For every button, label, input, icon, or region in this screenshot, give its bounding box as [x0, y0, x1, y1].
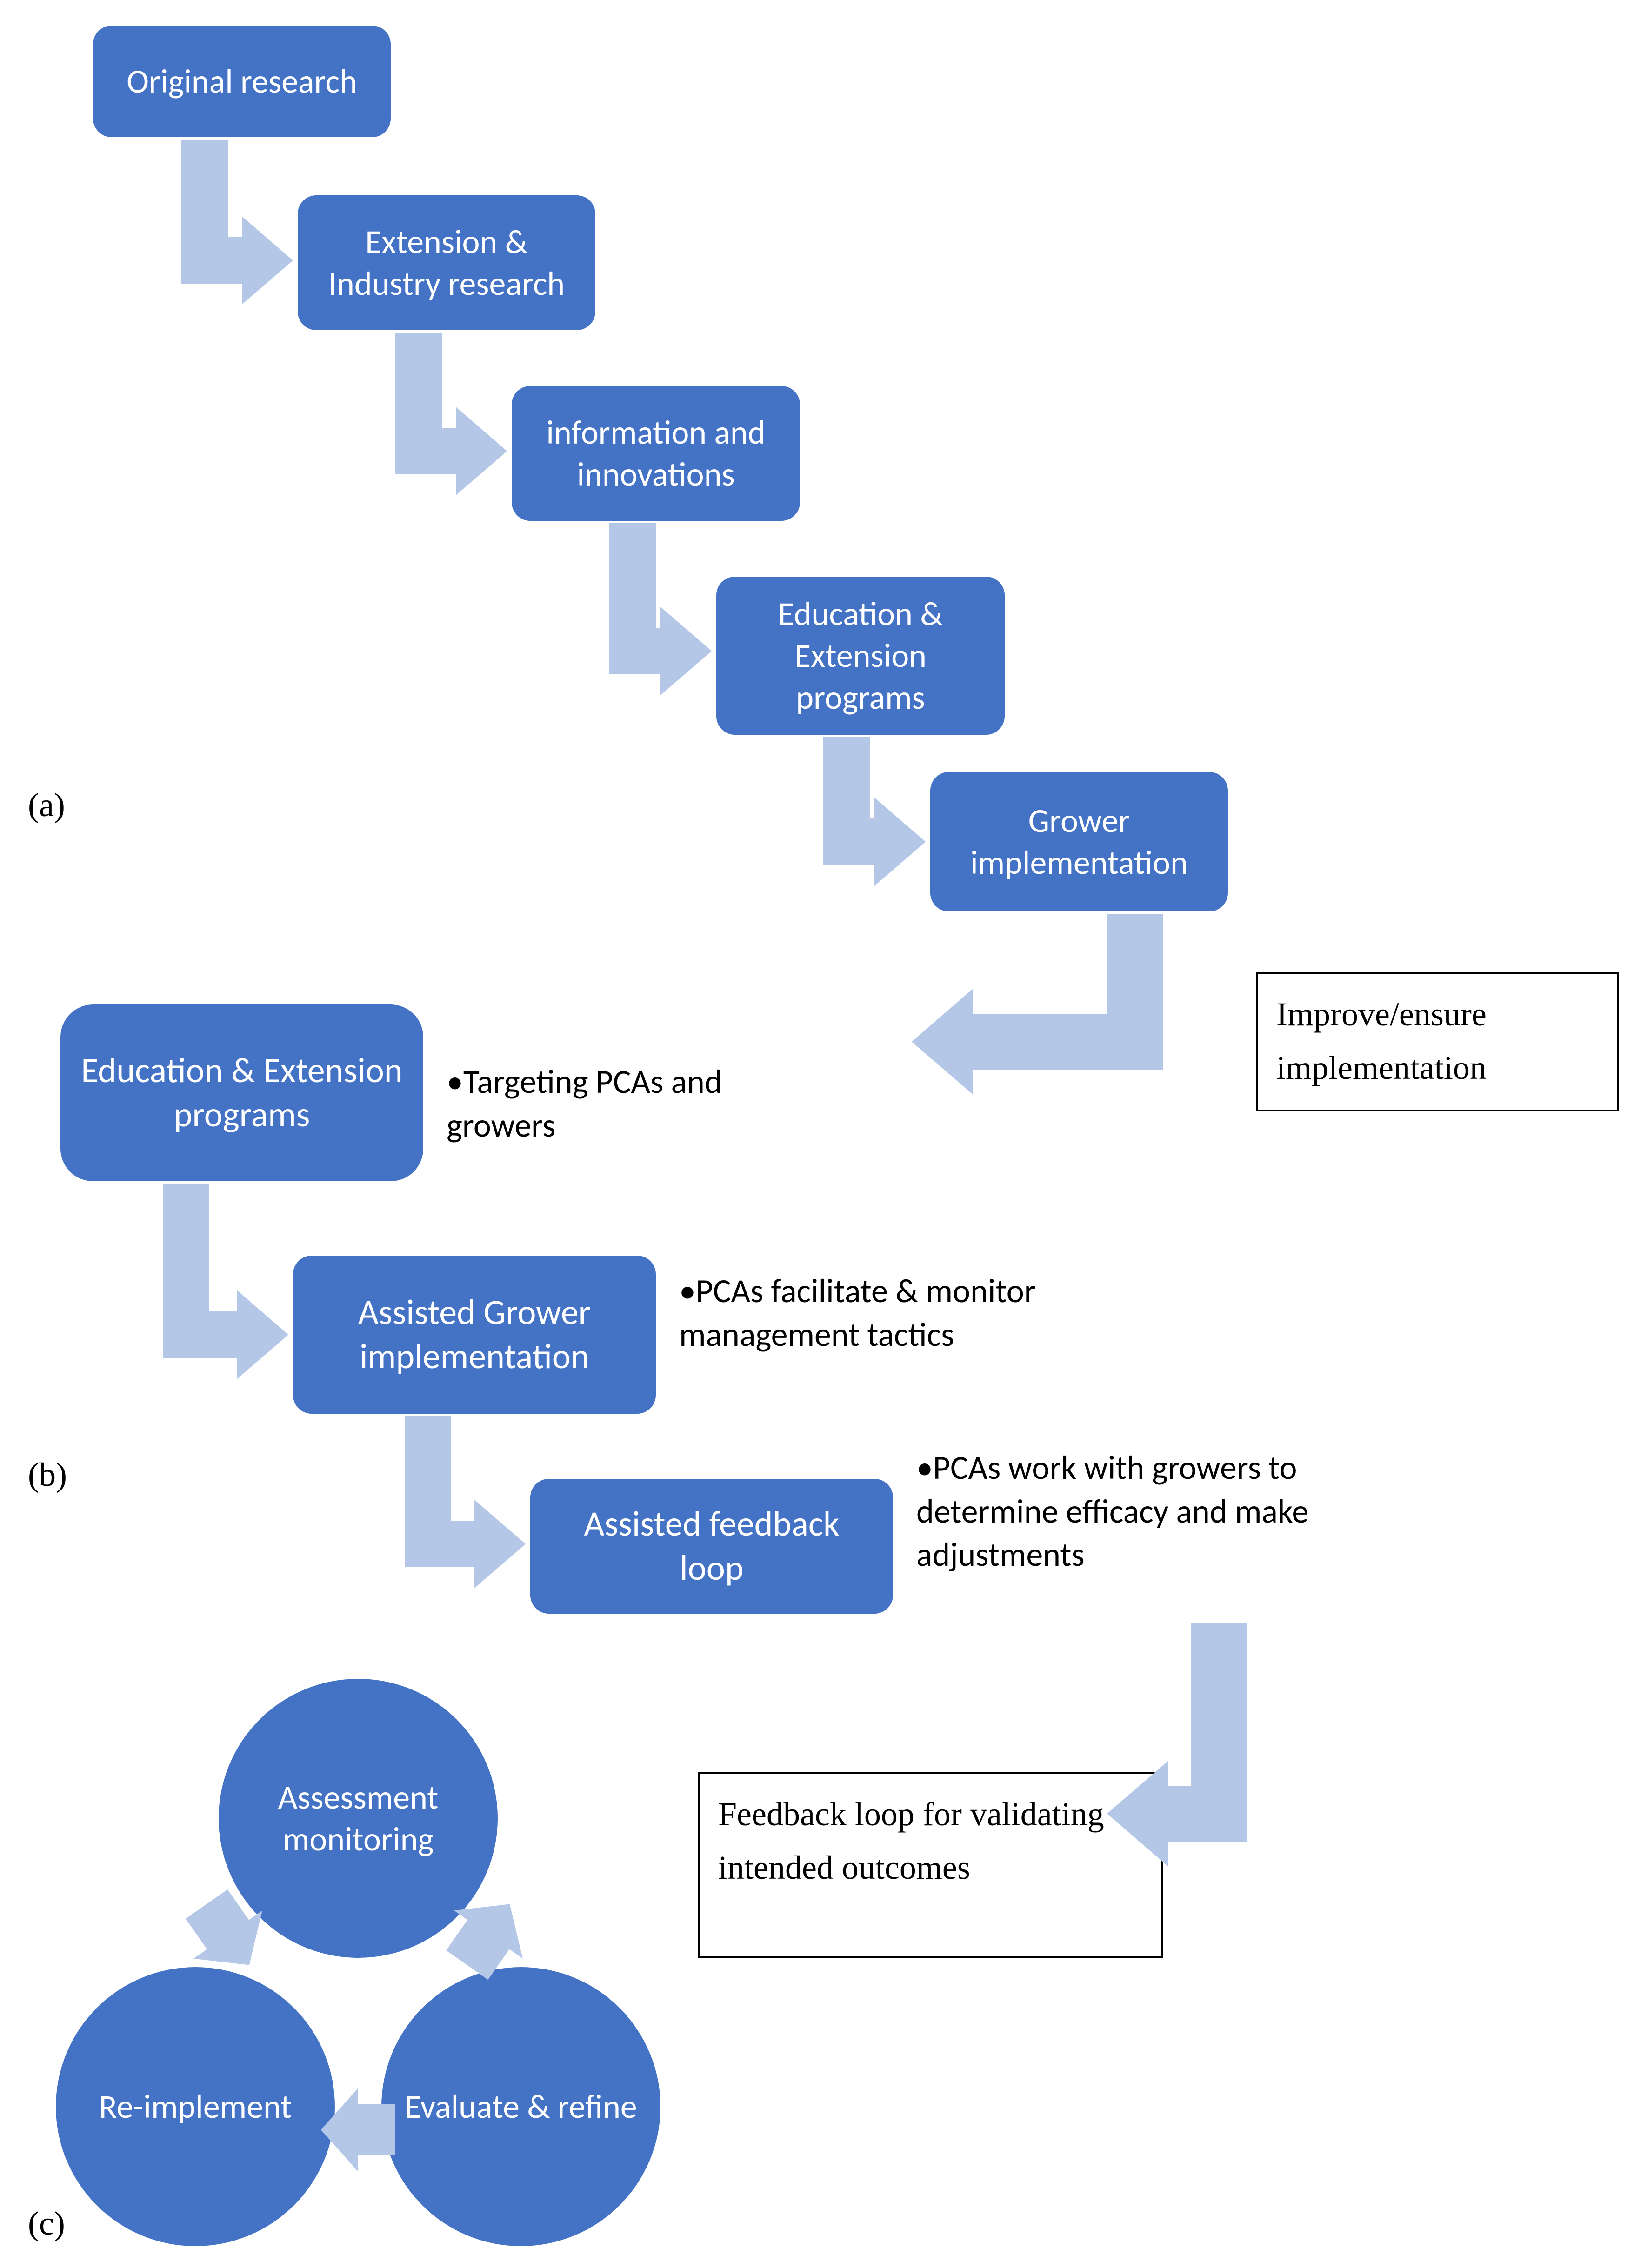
panel-a-box: information and innovations: [512, 386, 800, 521]
bullet-text: •PCAs work with growers to determine eff…: [916, 1446, 1335, 1577]
panel-a-box: Grower implementation: [930, 772, 1228, 911]
panel-a-box: Education & Extension programs: [716, 577, 1005, 735]
cycle-node: Re-implement: [56, 1967, 335, 2246]
panel-a-box: Original research: [93, 26, 391, 137]
cycle-node: Assessment monitoring: [219, 1679, 498, 1958]
annotation-box: Feedback loop for validating intended ou…: [698, 1772, 1163, 1958]
panel-b-box: Education & Extension programs: [60, 1004, 423, 1181]
annotation-box: Improve/ensure implementation: [1256, 972, 1619, 1111]
panel-label: (a): [28, 786, 65, 825]
panel-b-box: Assisted Grower implementation: [293, 1256, 656, 1414]
panel-a-box: Extension & Industry research: [298, 195, 595, 330]
panel-label: (b): [28, 1456, 67, 1494]
bullet-text: •PCAs facilitate & monitor management ta…: [679, 1270, 1051, 1357]
panel-b-box: Assisted feedback loop: [530, 1479, 893, 1614]
bullet-text: •Targeting PCAs and growers: [447, 1060, 819, 1147]
cycle-node: Evaluate & refine: [381, 1967, 660, 2246]
panel-label: (c): [28, 2204, 65, 2243]
diagram-canvas: (a) Original research Extension & Industry…: [0, 0, 1634, 2268]
